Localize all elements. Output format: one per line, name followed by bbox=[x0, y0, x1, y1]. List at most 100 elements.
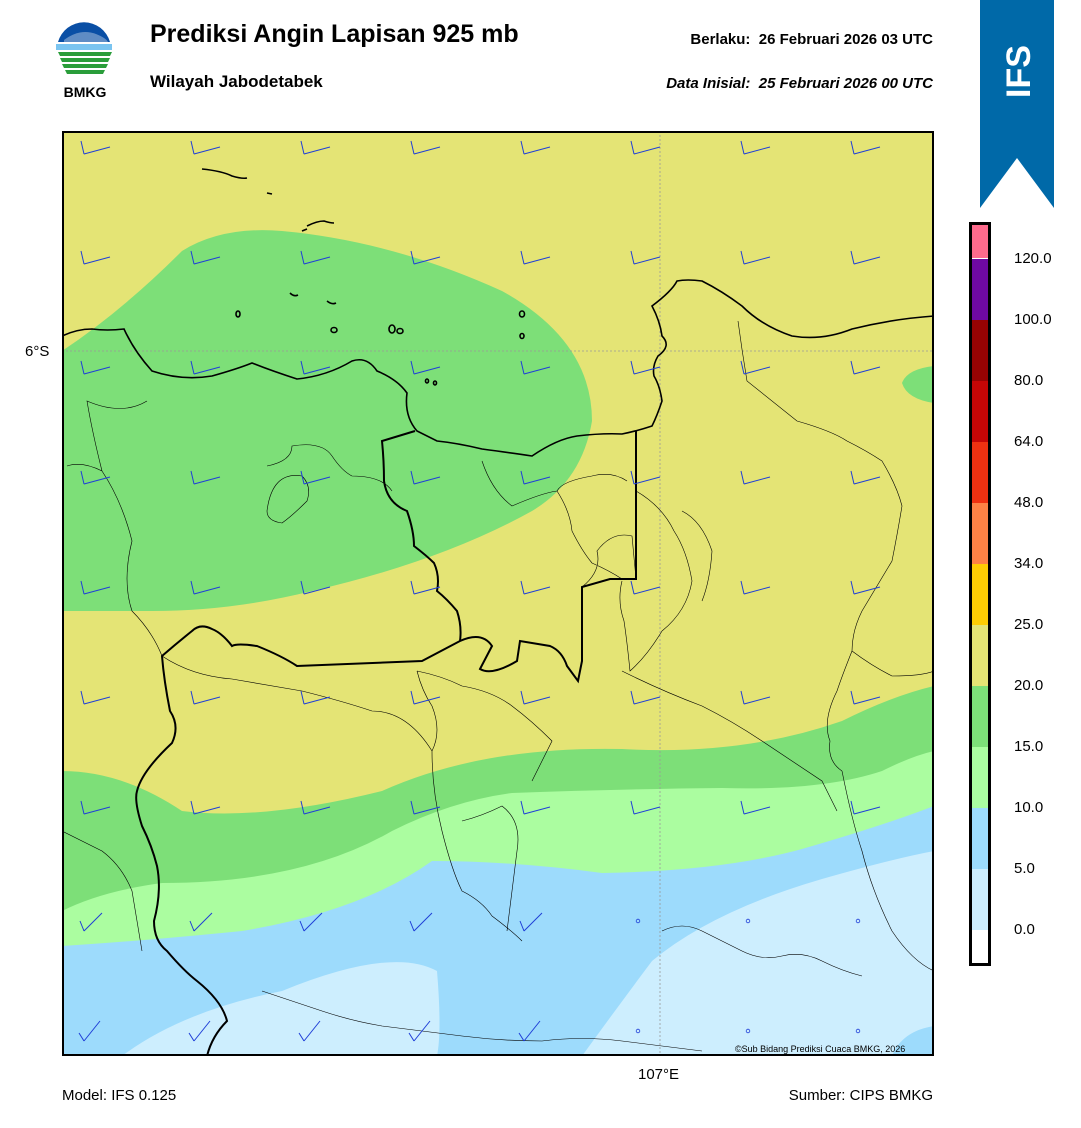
wind-barb bbox=[855, 918, 861, 924]
region-subtitle: Wilayah Jabodetabek bbox=[150, 72, 323, 91]
wind-barb bbox=[630, 690, 661, 705]
wind-barb bbox=[300, 580, 331, 595]
wind-barb bbox=[408, 1020, 431, 1042]
wind-barb bbox=[745, 918, 751, 924]
wind-barb bbox=[740, 690, 771, 705]
wind-barb bbox=[740, 250, 771, 265]
wind-barb bbox=[300, 690, 331, 705]
province-boundary bbox=[135, 430, 637, 1056]
wind-barb bbox=[190, 360, 221, 375]
wind-barb bbox=[80, 470, 111, 485]
colorbar-segment bbox=[972, 808, 988, 869]
wind-barb bbox=[520, 580, 551, 595]
banner-text: IFS bbox=[1000, 45, 1038, 98]
model-banner: IFS bbox=[980, 0, 1054, 208]
wind-barb bbox=[188, 1020, 211, 1042]
wind-barb bbox=[190, 580, 221, 595]
colorbar-segment bbox=[972, 442, 988, 503]
longitude-label: 107°E bbox=[638, 1066, 680, 1083]
wind-barb bbox=[520, 800, 551, 815]
wind-barb bbox=[850, 580, 881, 595]
wind-barb bbox=[519, 912, 543, 932]
wind-barb bbox=[850, 800, 881, 815]
colorbar-segment bbox=[972, 930, 988, 963]
wind-barb bbox=[850, 360, 881, 375]
wind-barb bbox=[78, 1020, 101, 1042]
wind-barb bbox=[740, 800, 771, 815]
wind-barb bbox=[80, 360, 111, 375]
wind-barb bbox=[298, 1020, 321, 1042]
colorbar-segment bbox=[972, 503, 988, 564]
wind-barb bbox=[410, 470, 441, 485]
map-frame bbox=[62, 131, 934, 1056]
wind-barb bbox=[630, 250, 661, 265]
java-north-coastline bbox=[62, 279, 934, 457]
wind-barb bbox=[850, 690, 881, 705]
wind-barb bbox=[630, 360, 661, 375]
bmkg-logo: BMKG bbox=[50, 20, 120, 100]
colorbar-segment bbox=[972, 259, 988, 320]
wind-barb bbox=[630, 580, 661, 595]
wind-barb bbox=[80, 250, 111, 265]
wind-barb bbox=[190, 690, 221, 705]
colorbar-tick-label: 25.0 bbox=[1014, 616, 1044, 633]
wind-barb bbox=[410, 800, 441, 815]
wind-barb bbox=[80, 580, 111, 595]
colorbar-segment bbox=[972, 686, 988, 747]
wind-barb bbox=[300, 140, 331, 155]
wind-barb bbox=[850, 470, 881, 485]
colorbar-tick-label: 100.0 bbox=[1014, 311, 1052, 328]
colorbar-segment bbox=[972, 625, 988, 686]
wind-barb bbox=[850, 250, 881, 265]
wind-barb bbox=[520, 140, 551, 155]
colorbar-tick-label: 48.0 bbox=[1014, 494, 1044, 511]
speed-band-15-20-north bbox=[62, 230, 592, 611]
wind-barb bbox=[635, 1028, 641, 1034]
colorbar-tick-label: 34.0 bbox=[1014, 555, 1044, 572]
colorbar-segment bbox=[972, 381, 988, 442]
wind-barb bbox=[80, 800, 111, 815]
wind-barb bbox=[79, 912, 103, 932]
wind-barbs bbox=[78, 140, 881, 1042]
colorbar-segment bbox=[972, 869, 988, 930]
wind-speed-colorbar bbox=[969, 222, 991, 966]
colorbar-tick-label: 120.0 bbox=[1014, 250, 1052, 267]
colorbar-segment bbox=[972, 320, 988, 381]
wind-barb bbox=[80, 140, 111, 155]
wind-barb bbox=[409, 912, 433, 932]
wind-barb bbox=[190, 250, 221, 265]
speed-band-15-20-east bbox=[902, 366, 934, 403]
wind-barb bbox=[190, 470, 221, 485]
init-time: Data Inisial: 25 Februari 2026 00 UTC bbox=[666, 75, 933, 92]
wind-barb bbox=[300, 360, 331, 375]
wind-barb bbox=[520, 470, 551, 485]
wind-barb bbox=[80, 690, 111, 705]
wind-barb bbox=[410, 250, 441, 265]
latitude-label: 6°S bbox=[25, 343, 50, 360]
wind-barb bbox=[190, 140, 221, 155]
colorbar-tick-label: 15.0 bbox=[1014, 738, 1044, 755]
page-title: Prediksi Angin Lapisan 925 mb bbox=[150, 20, 519, 48]
colorbar-segment bbox=[972, 225, 988, 258]
wind-barb bbox=[740, 140, 771, 155]
wind-barb bbox=[740, 470, 771, 485]
copyright-text: ©Sub Bidang Prediksi Cuaca BMKG, 2026 bbox=[735, 1044, 906, 1054]
wind-barb bbox=[520, 360, 551, 375]
wind-barb bbox=[520, 250, 551, 265]
wind-barb bbox=[740, 580, 771, 595]
wind-barb bbox=[630, 140, 661, 155]
speed-band-0-5-southeast bbox=[582, 851, 934, 1056]
wind-barb bbox=[410, 140, 441, 155]
wind-barb bbox=[520, 690, 551, 705]
logo-text: BMKG bbox=[64, 84, 107, 100]
wind-barb bbox=[300, 470, 331, 485]
colorbar-tick-label: 10.0 bbox=[1014, 799, 1044, 816]
bmkg-logo-icon: BMKG bbox=[56, 22, 112, 100]
valid-time: Berlaku: 26 Februari 2026 03 UTC bbox=[690, 31, 933, 48]
wind-barb bbox=[855, 1028, 861, 1034]
thousand-islands bbox=[201, 168, 526, 386]
wind-barb bbox=[630, 470, 661, 485]
wind-barb bbox=[410, 580, 441, 595]
colorbar-segment bbox=[972, 747, 988, 808]
wind-barb bbox=[740, 360, 771, 375]
